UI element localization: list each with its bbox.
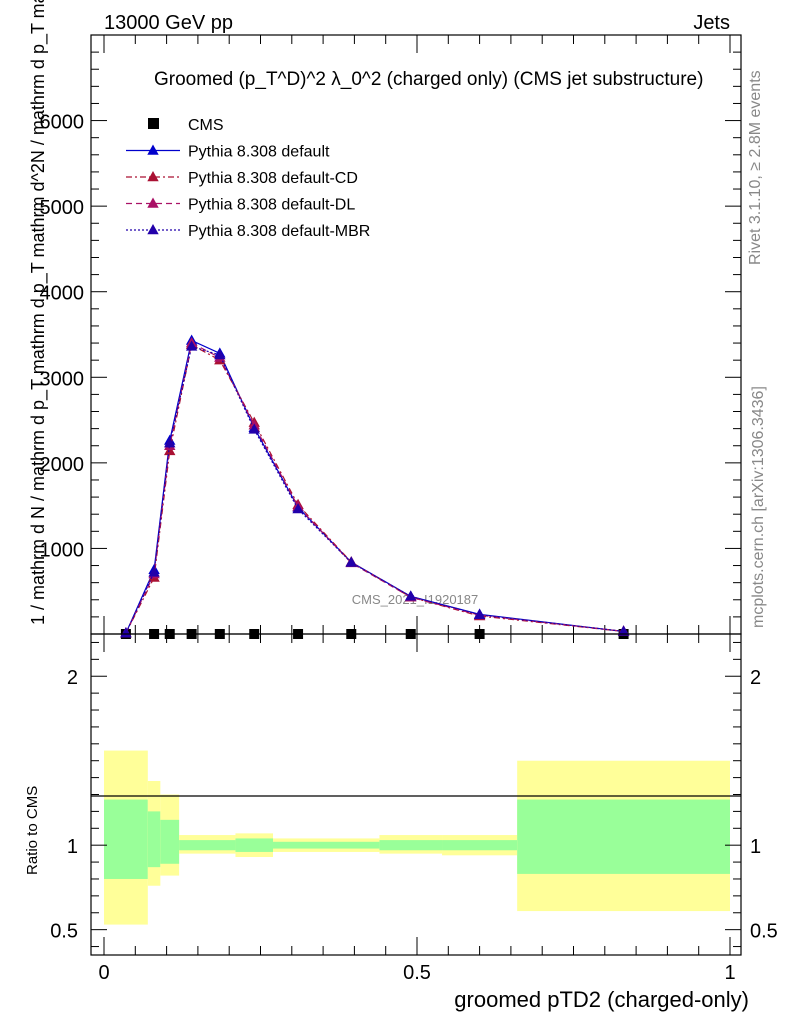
header-left: 13000 GeV pp (104, 12, 233, 34)
series-marker-dot (164, 437, 176, 448)
legend-item: Pythia 8.308 default-CD (126, 170, 358, 187)
legend-item: Pythia 8.308 default-MBR (126, 223, 370, 240)
plot-title: Groomed (p_T^D)^2 λ_0^2 (charged only) (… (154, 69, 703, 90)
ratio-band-inner (179, 840, 236, 851)
x-tick-label: 0 (98, 962, 109, 984)
legend-item: CMS (148, 117, 224, 134)
x-tick-label: 1 (724, 962, 735, 984)
main-y-title: 1 / mathrm d N / mathrm d p_T mathrm d p… (28, 0, 49, 625)
legend-swatch-marker (147, 224, 159, 235)
series-marker-dot (617, 625, 630, 636)
main-y-tick-label: 4000 (40, 283, 85, 305)
legend-item: Pythia 8.308 default-DL (126, 197, 355, 214)
main-y-title-text: 1 / mathrm d N / mathrm d p_T mathrm d p… (28, 0, 49, 625)
series-marker-dot (405, 590, 417, 601)
ratio-y-tick-labels: 0.5 0.5 1 1 2 2 (50, 667, 778, 942)
legend-item: Pythia 8.308 default (126, 144, 330, 161)
series-marker-dot (345, 556, 357, 567)
series-marker-dot (473, 608, 486, 619)
legend: CMS Pythia 8.308 default Pythia 8.308 defa… (126, 117, 370, 240)
x-tick-label: 0.5 (403, 962, 431, 984)
series-marker-dot (214, 349, 226, 360)
legend-swatch (148, 118, 159, 129)
series-marker-dot (185, 340, 198, 351)
ratio-y-title: Ratio to CMS (24, 786, 41, 875)
ratio-band-inner (442, 840, 518, 851)
mcplots-label: mcplots.cern.ch [arXiv:1306.3436] (750, 386, 767, 628)
ratio-axis-ticks (91, 634, 741, 955)
ratio-frame (90, 633, 742, 956)
ratio-band-inner (273, 841, 380, 849)
legend-swatch-marker (147, 144, 159, 155)
ratio-y-tick-label-right: 1 (750, 836, 761, 858)
ratio-band-inner (160, 819, 180, 864)
legend-label: Pythia 8.308 default-CD (188, 170, 358, 187)
ratio-y-tick-label-right: 0.5 (750, 921, 778, 943)
series-line-solid (125, 339, 624, 634)
legend-swatch-marker (147, 171, 159, 182)
legend-label: CMS (188, 117, 224, 134)
series-marker-dot (248, 423, 260, 434)
x-axis-title: groomed pTD2 (charged-only) (454, 987, 749, 1012)
ratio-bands (104, 750, 730, 925)
ratio-y-tick-label-left: 2 (67, 667, 78, 689)
legend-label: Pythia 8.308 default-MBR (188, 223, 370, 240)
ratio-y-tick-label-left: 0.5 (50, 921, 78, 943)
series-line-dashdot (125, 343, 624, 634)
x-tick-labels: 0 0.5 1 (98, 962, 735, 984)
ratio-y-tick-label-left: 1 (67, 836, 78, 858)
ratio-band-inner (379, 840, 443, 851)
legend-label: Pythia 8.308 default (188, 144, 330, 161)
series-marker-dot (292, 503, 304, 514)
ratio-y-tick-label-right: 2 (750, 667, 761, 689)
series-line-dot (125, 345, 624, 634)
rivet-label: Rivet 3.1.10, ≥ 2.8M events (747, 70, 764, 265)
header-right: Jets (693, 12, 730, 34)
series-marker-dot (120, 627, 132, 638)
series-marker-dot (148, 566, 160, 577)
main-y-tick-label: 1000 (40, 539, 85, 561)
ratio-band-inner (104, 799, 148, 879)
series-line-dash (125, 342, 624, 634)
main-y-tick-labels: 1000 2000 3000 4000 5000 6000 (40, 112, 85, 562)
main-axis-ticks (91, 34, 741, 635)
ratio-band-inner (235, 838, 274, 852)
main-y-tick-label: 2000 (40, 454, 85, 476)
ratio-band-inner (147, 811, 161, 868)
main-y-tick-label: 3000 (40, 368, 85, 390)
main-y-tick-label: 6000 (40, 112, 85, 134)
legend-label: Pythia 8.308 default-DL (188, 197, 355, 214)
legend-swatch-marker (147, 197, 159, 208)
ratio-band-inner (517, 799, 730, 874)
main-y-tick-label: 5000 (40, 197, 85, 219)
